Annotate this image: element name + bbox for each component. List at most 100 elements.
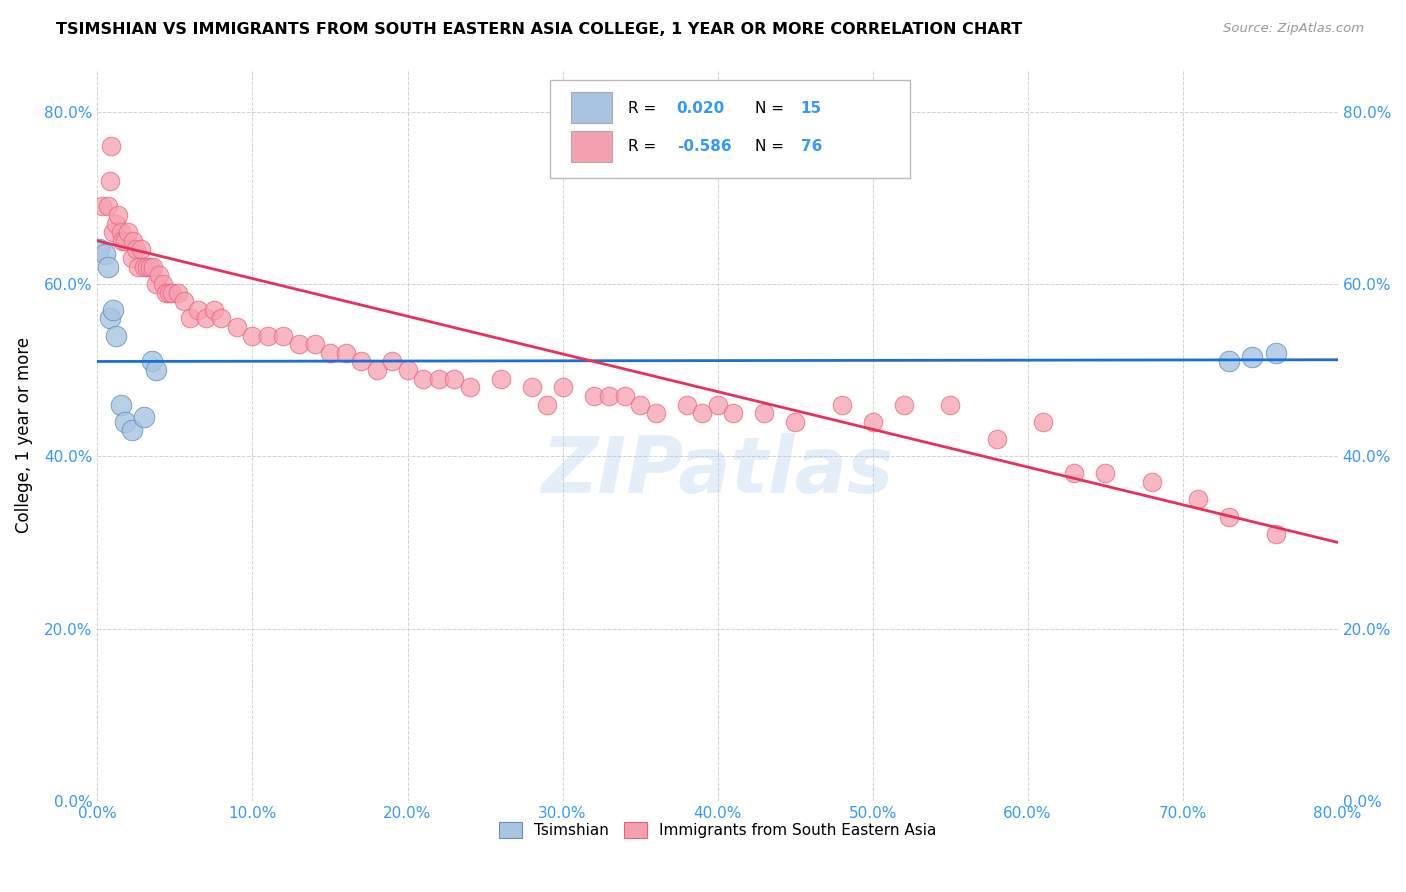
Point xyxy=(458,380,481,394)
Point xyxy=(202,302,225,317)
Text: 15: 15 xyxy=(800,102,821,116)
Point xyxy=(257,328,280,343)
Point xyxy=(783,415,806,429)
Point xyxy=(167,285,190,300)
Point xyxy=(242,328,264,343)
Point xyxy=(105,217,128,231)
Point xyxy=(141,354,163,368)
Point xyxy=(145,277,167,291)
Point xyxy=(1218,354,1240,368)
Point xyxy=(122,234,145,248)
Point xyxy=(148,268,170,283)
Bar xyxy=(571,92,612,123)
Point xyxy=(613,389,636,403)
Text: N =: N = xyxy=(755,139,789,154)
Point xyxy=(536,398,558,412)
Point xyxy=(132,410,155,425)
Point xyxy=(443,372,465,386)
Point xyxy=(752,406,775,420)
Point xyxy=(1187,492,1209,507)
Point xyxy=(489,372,512,386)
Point xyxy=(139,260,162,274)
Point xyxy=(98,311,121,326)
Point xyxy=(598,389,620,403)
Point xyxy=(273,328,295,343)
Point xyxy=(121,251,143,265)
Point xyxy=(157,285,180,300)
Point xyxy=(110,398,132,412)
Point xyxy=(117,225,139,239)
Point xyxy=(111,234,134,248)
Point xyxy=(381,354,404,368)
Text: R =: R = xyxy=(628,139,661,154)
Point xyxy=(100,139,122,153)
Point xyxy=(114,415,136,429)
Point xyxy=(675,398,697,412)
Point xyxy=(211,311,233,326)
Point xyxy=(105,328,128,343)
Y-axis label: College, 1 year or more: College, 1 year or more xyxy=(15,336,32,533)
Point xyxy=(1032,415,1054,429)
Point xyxy=(520,380,543,394)
Text: Source: ZipAtlas.com: Source: ZipAtlas.com xyxy=(1223,22,1364,36)
Point xyxy=(226,320,249,334)
Point xyxy=(939,398,962,412)
Point xyxy=(127,260,149,274)
Point xyxy=(893,398,915,412)
Point xyxy=(335,346,357,360)
Point xyxy=(97,260,120,274)
Point xyxy=(129,243,152,257)
Point xyxy=(160,285,183,300)
Text: R =: R = xyxy=(628,102,661,116)
Point xyxy=(98,173,121,187)
Text: N =: N = xyxy=(755,102,789,116)
Point xyxy=(721,406,744,420)
Point xyxy=(862,415,884,429)
Point xyxy=(101,302,124,317)
Text: -0.586: -0.586 xyxy=(676,139,731,154)
Point xyxy=(1264,526,1286,541)
Point xyxy=(179,311,201,326)
Point xyxy=(125,243,148,257)
Point xyxy=(132,260,155,274)
Point xyxy=(551,380,574,394)
Point xyxy=(152,277,174,291)
Point xyxy=(986,432,1008,446)
Point xyxy=(91,199,114,213)
Point xyxy=(628,398,651,412)
Point xyxy=(173,294,195,309)
Point xyxy=(145,363,167,377)
Point xyxy=(107,208,129,222)
Point xyxy=(155,285,177,300)
Point xyxy=(644,406,666,420)
Point xyxy=(1063,467,1085,481)
Text: TSIMSHIAN VS IMMIGRANTS FROM SOUTH EASTERN ASIA COLLEGE, 1 YEAR OR MORE CORRELAT: TSIMSHIAN VS IMMIGRANTS FROM SOUTH EASTE… xyxy=(56,22,1022,37)
Point xyxy=(195,311,218,326)
Point xyxy=(136,260,159,274)
Point xyxy=(114,234,136,248)
Point xyxy=(350,354,373,368)
Point xyxy=(366,363,388,377)
Point xyxy=(121,424,143,438)
Text: 0.020: 0.020 xyxy=(676,102,725,116)
Point xyxy=(101,225,124,239)
Point xyxy=(187,302,209,317)
Point xyxy=(412,372,434,386)
Point xyxy=(97,199,120,213)
Point xyxy=(319,346,342,360)
Point xyxy=(427,372,450,386)
Point xyxy=(1094,467,1116,481)
Text: 76: 76 xyxy=(800,139,823,154)
FancyBboxPatch shape xyxy=(550,79,910,178)
Point xyxy=(396,363,419,377)
Point xyxy=(288,337,311,351)
Point xyxy=(1264,346,1286,360)
Bar xyxy=(571,131,612,162)
Legend: Tsimshian, Immigrants from South Eastern Asia: Tsimshian, Immigrants from South Eastern… xyxy=(492,816,942,845)
Point xyxy=(87,243,110,257)
Point xyxy=(690,406,713,420)
Point xyxy=(1241,350,1264,364)
Point xyxy=(304,337,326,351)
Point xyxy=(831,398,853,412)
Point xyxy=(1218,509,1240,524)
